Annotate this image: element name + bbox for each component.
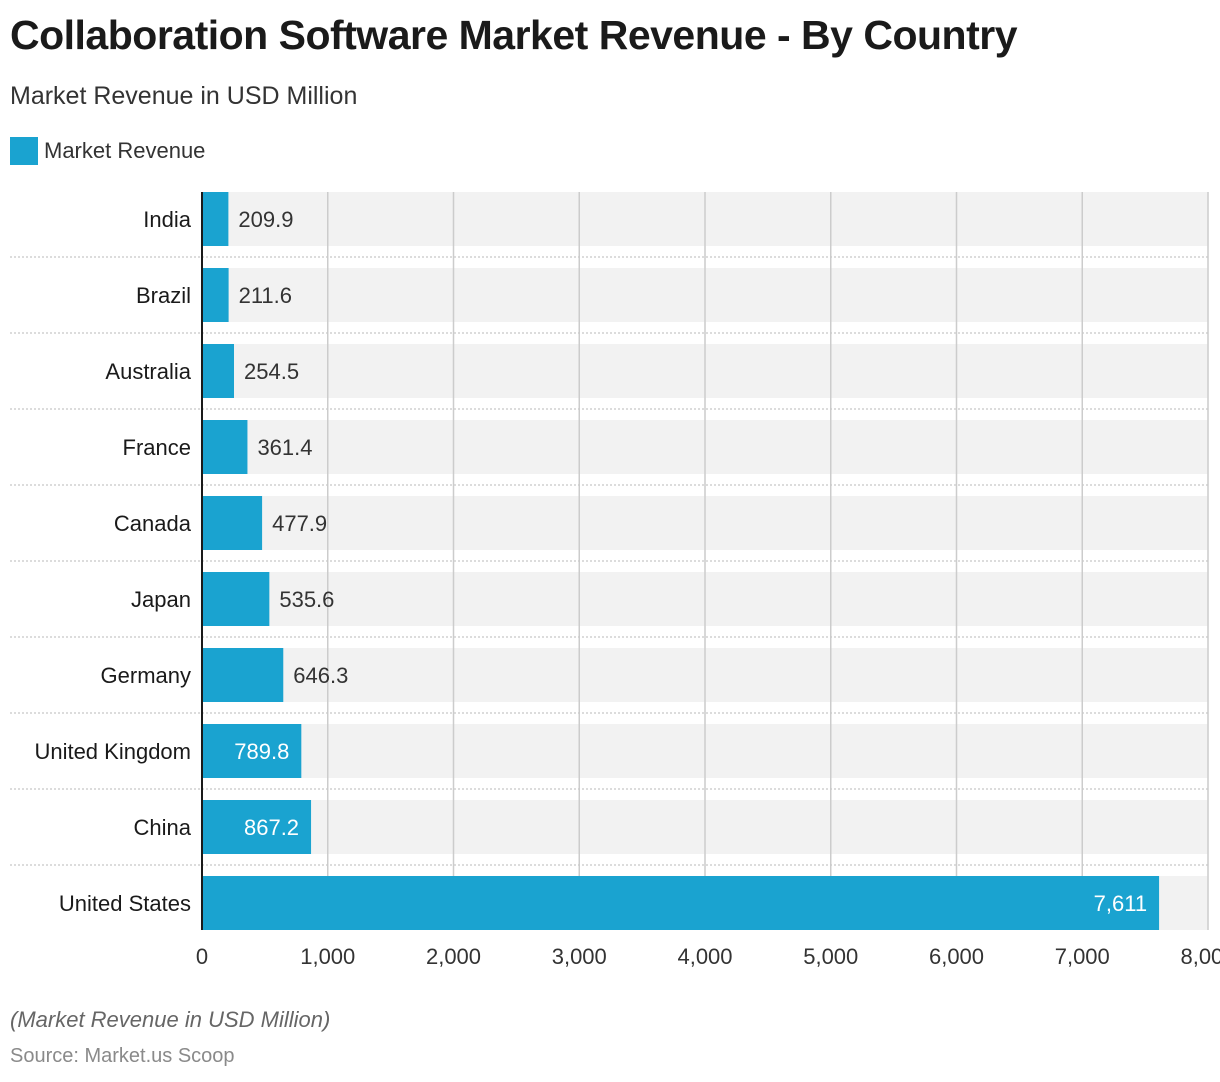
bar-2 <box>202 344 235 398</box>
legend-swatch <box>10 137 38 165</box>
x-tick-label: 1,000 <box>300 944 355 969</box>
bar-8 <box>202 800 312 854</box>
value-label: 535.6 <box>279 587 334 612</box>
x-tick-label: 8,000 <box>1180 944 1220 969</box>
category-label: Japan <box>131 587 191 612</box>
bar-6 <box>202 648 284 702</box>
category-label: China <box>134 815 192 840</box>
category-label: Australia <box>105 359 191 384</box>
x-tick-label: 6,000 <box>929 944 984 969</box>
category-label: Canada <box>114 511 192 536</box>
x-tick-label: 3,000 <box>552 944 607 969</box>
footnote: (Market Revenue in USD Million) <box>10 1007 331 1032</box>
value-label: 211.6 <box>239 283 292 308</box>
value-label: 7,611 <box>1094 891 1147 916</box>
value-label: 254.5 <box>244 359 299 384</box>
x-tick-label: 4,000 <box>677 944 732 969</box>
legend: Market Revenue <box>10 137 205 165</box>
value-label: 477.9 <box>272 511 327 536</box>
category-label: Germany <box>101 663 191 688</box>
bar-4 <box>202 496 263 550</box>
value-label: 867.2 <box>244 815 299 840</box>
bar-chart: India 209.9 Brazil 211.6 Australia 254.5 Franc… <box>10 192 1220 969</box>
bar-3 <box>202 420 248 474</box>
value-label: 361.4 <box>257 435 312 460</box>
category-label: France <box>123 435 191 460</box>
x-tick-label: 5,000 <box>803 944 858 969</box>
bar-7 <box>202 724 302 778</box>
value-label: 646.3 <box>293 663 348 688</box>
x-tick-label: 2,000 <box>426 944 481 969</box>
bar-0 <box>202 192 229 246</box>
x-tick-label: 7,000 <box>1055 944 1110 969</box>
x-tick-label: 0 <box>196 944 208 969</box>
category-label: United Kingdom <box>34 739 191 764</box>
bar-5 <box>202 572 270 626</box>
chart-title: Collaboration Software Market Revenue - … <box>10 12 1018 58</box>
value-label: 789.8 <box>234 739 289 764</box>
source-note: Source: Market.us Scoop <box>10 1045 235 1067</box>
category-label: Brazil <box>136 283 191 308</box>
bar-9 <box>202 876 1160 930</box>
legend-label: Market Revenue <box>44 138 206 163</box>
category-label: India <box>143 207 191 232</box>
value-label: 209.9 <box>238 207 293 232</box>
bar-1 <box>202 268 229 322</box>
chart-subtitle: Market Revenue in USD Million <box>10 82 358 110</box>
category-label: United States <box>59 891 191 916</box>
